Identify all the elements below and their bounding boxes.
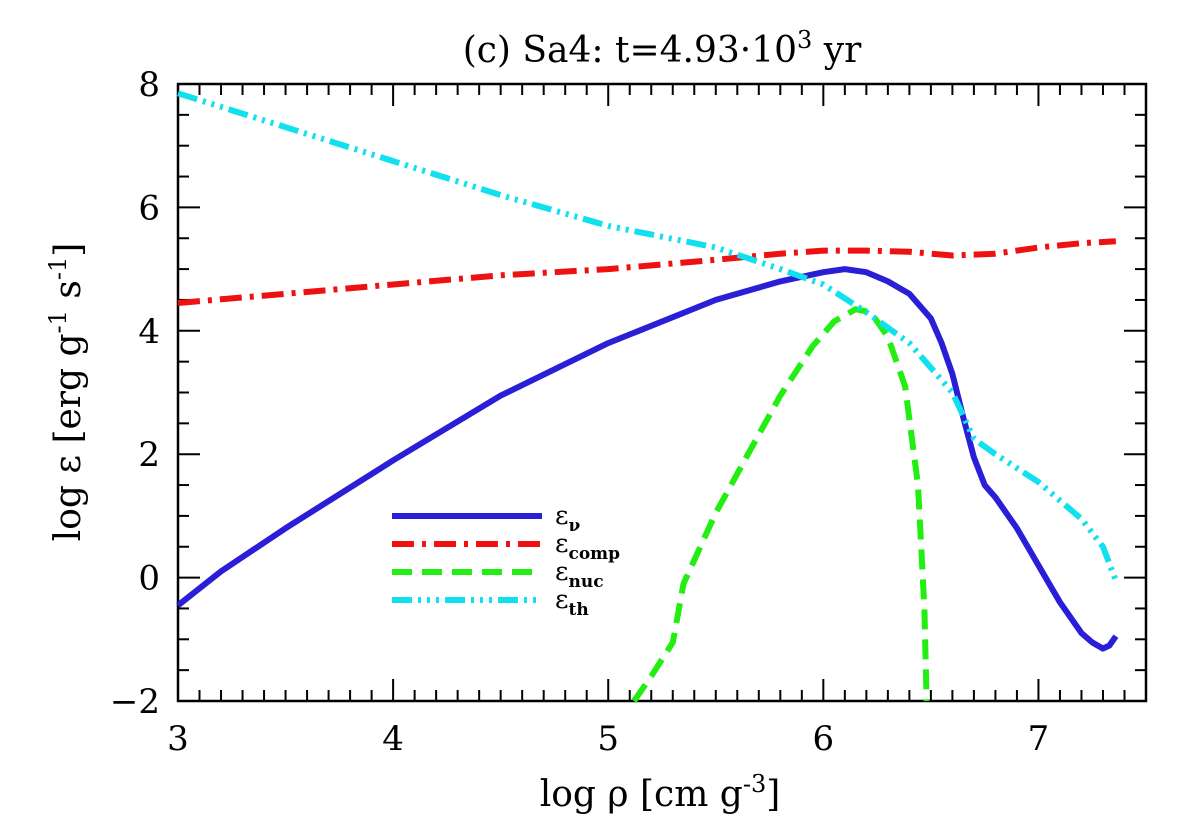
chart-title: (c) Sa4: t=4.93·103 yr xyxy=(463,26,862,71)
series-group xyxy=(176,90,1119,703)
x-tick-label: 4 xyxy=(382,719,404,759)
x-axis-title-superscript: -3 xyxy=(743,770,766,798)
plot-frame xyxy=(176,82,1148,703)
plot-frame-group xyxy=(176,82,1148,703)
y-tick-label: 6 xyxy=(138,188,160,228)
legend-label-th: εth xyxy=(555,585,589,620)
series-line-comp xyxy=(177,238,1117,306)
x-tick-label: 5 xyxy=(597,719,619,759)
y-tick-label: 8 xyxy=(138,65,160,105)
tick-labels: 3 4 5 6 7 −2 0 2 4 6 8 xyxy=(110,65,1049,759)
y-tick-label: −2 xyxy=(110,682,160,722)
x-tick-label: 7 xyxy=(1028,719,1050,759)
y-axis-title: log ε [erg g-1 s-1] xyxy=(44,243,89,542)
y-axis-title-superscript-2: -1 xyxy=(44,257,72,280)
y-tick-label: 0 xyxy=(138,559,160,599)
legend-label-ν: εν xyxy=(555,501,580,536)
axis-ticks xyxy=(177,83,1147,702)
series-line-th xyxy=(177,90,1119,582)
y-tick-label: 4 xyxy=(138,312,160,352)
x-tick-label: 3 xyxy=(167,719,189,759)
x-axis-title: log ρ [cm g-3] xyxy=(540,770,781,815)
y-tick-label: 2 xyxy=(138,435,160,475)
legend-label-comp: εcomp xyxy=(555,529,620,564)
x-tick-label: 6 xyxy=(813,719,835,759)
y-axis-title-superscript-1: -1 xyxy=(44,310,72,333)
legend-label-nuc: εnuc xyxy=(555,557,604,592)
series-line-ν xyxy=(176,266,1119,652)
series-line-nuc xyxy=(631,306,930,703)
chart-title-superscript: 3 xyxy=(797,26,812,54)
